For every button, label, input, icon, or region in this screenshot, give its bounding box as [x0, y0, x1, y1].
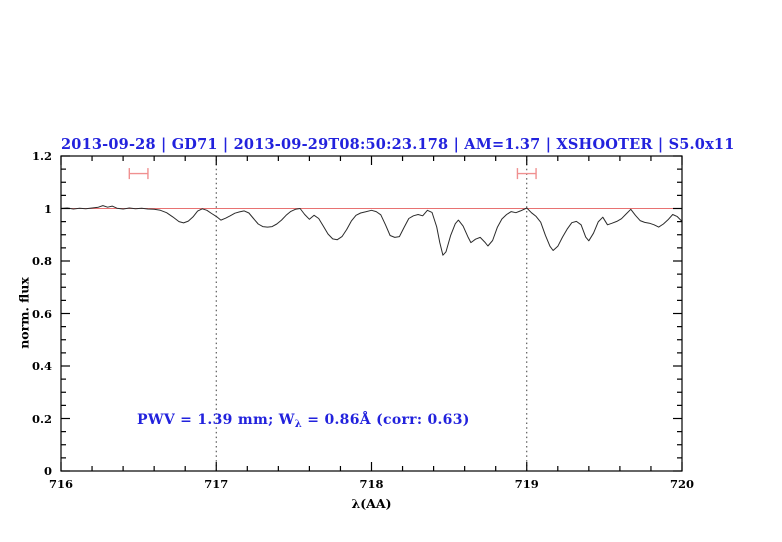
lambda-subscript: λ	[294, 419, 303, 430]
x-tick-label: 717	[204, 477, 229, 491]
x-tick-label: 718	[359, 477, 384, 491]
x-tick-label: 716	[48, 477, 73, 491]
y-tick-label: 1.2	[31, 149, 52, 163]
pwv-annotation-prefix: PWV = 1.39 mm; W	[137, 412, 295, 428]
x-tick-label: 719	[514, 477, 539, 491]
y-tick-label: 0.6	[31, 306, 52, 321]
y-tick-label: 0	[43, 464, 52, 478]
pwv-annotation: PWV = 1.39 mm; Wλ = 0.86Å (corr: 0.63)	[137, 412, 470, 430]
y-tick-label: 0.4	[31, 359, 52, 373]
y-tick-label: 0.2	[31, 411, 52, 426]
x-tick-label: 720	[669, 477, 694, 491]
pwv-annotation-suffix: = 0.86Å (corr: 0.63)	[302, 412, 470, 428]
spectrum-line	[60, 205, 683, 256]
plot-title: 2013-09-28 | GD71 | 2013-09-29T08:50:23.…	[61, 136, 735, 153]
y-tick-label: 0.8	[31, 254, 52, 268]
x-axis-label: λ(AA)	[351, 496, 392, 511]
y-tick-label: 1	[43, 201, 52, 216]
